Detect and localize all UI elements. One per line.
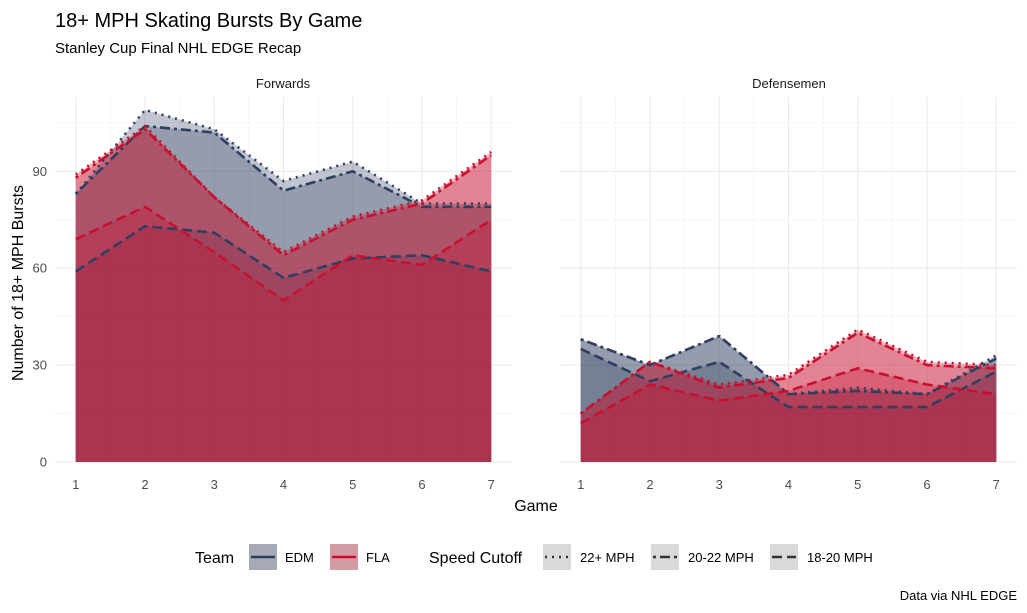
x-tick-label-forwards: 4 [280,477,287,492]
x-axis-title: Game [514,498,558,515]
legend-label-22plus: 22+ MPH [580,550,635,565]
x-tick-label-forwards: 1 [72,477,79,492]
y-tick-label: 0 [40,455,47,470]
area-forwards-edm-20-22-mph [75,126,492,462]
area-defensemen-fla-22plus-mph [580,329,997,462]
line-defensemen-edm-20-22-mph [580,334,997,396]
area-forwards-fla-22plus-mph [75,126,492,462]
line-defensemen-fla-18-20-mph [580,367,997,425]
y-tick-label: 60 [33,261,47,276]
y-tick-label: 90 [33,164,47,179]
area-forwards-edm-18-20-mph [75,226,492,462]
line-defensemen-edm-18-20-mph [580,347,997,409]
area-defensemen-edm-22plus-mph [580,336,997,462]
chart-title: 18+ MPH Skating Bursts By Game [55,10,362,32]
legend-label-18-20: 18-20 MPH [807,550,873,565]
x-tick-label-forwards: 6 [418,477,425,492]
panel-defensemen: Defensemen 1 2 3 4 5 6 7 [560,76,1017,492]
lines-forwards [74,108,492,302]
x-tick-label-forwards: 7 [488,477,495,492]
x-tick-label-defensemen: 4 [785,477,792,492]
line-defensemen-fla-20-22-mph [579,331,997,415]
area-defensemen-edm-18-20-mph [580,348,997,462]
x-tick-label-defensemen: 6 [923,477,930,492]
x-tick-label-defensemen: 3 [716,477,723,492]
x-tick-label-defensemen: 2 [646,477,653,492]
legend: Team EDM FLA Speed Cutoff 22+ MPH 20-22 … [195,544,873,570]
x-tick-label-defensemen: 5 [854,477,861,492]
areas-forwards [75,109,492,463]
lines-defensemen [579,328,997,425]
x-tick-label-defensemen: 1 [577,477,584,492]
area-defensemen-edm-20-22-mph [580,336,997,462]
line-forwards-edm-18-20-mph [75,224,492,280]
gridlines-defensemen [560,97,1017,463]
legend-label-20-22: 20-22 MPH [688,550,754,565]
area-forwards-fla-18-20-mph [75,206,492,462]
y-tick-label: 30 [33,358,47,373]
legend-label-edm: EDM [285,550,314,565]
x-tick-label-forwards: 2 [141,477,148,492]
legend-title-speed-cutoff: Speed Cutoff [429,550,523,567]
areas-defensemen [580,329,997,462]
area-forwards-edm-22plus-mph [75,109,492,463]
x-tick-label-forwards: 3 [211,477,218,492]
facet-label-forwards: Forwards [256,76,311,91]
facet-label-defensemen: Defensemen [752,76,826,91]
chart-subtitle: Stanley Cup Final NHL EDGE Recap [55,40,301,57]
line-forwards-fla-20-22-mph [75,128,492,257]
y-axis-title: Number of 18+ MPH Bursts [10,185,27,381]
panel-forwards: Forwards 0 30 60 90 1 2 3 4 5 6 7 [33,76,512,492]
legend-label-fla: FLA [366,550,390,565]
x-tick-label-defensemen: 7 [993,477,1000,492]
x-tick-label-forwards: 5 [349,477,356,492]
gridlines-forwards [55,97,512,463]
line-forwards-fla-18-20-mph [75,205,492,302]
line-forwards-fla-22plus-mph [75,124,492,254]
legend-title-team: Team [195,550,234,567]
area-defensemen-fla-20-22-mph [580,332,997,462]
caption: Data via NHL EDGE [900,588,1018,603]
